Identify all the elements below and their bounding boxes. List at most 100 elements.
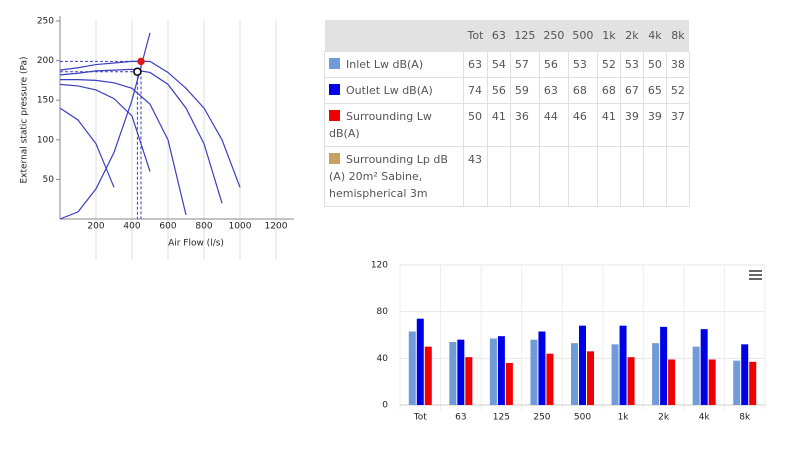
y-tick-label: 40 — [377, 354, 389, 364]
value-cell: 56 — [538, 51, 569, 78]
value-cell: 50 — [642, 51, 667, 78]
header-cell: 63 — [487, 20, 511, 52]
value-cell: 43 — [463, 146, 488, 207]
y-tick-label: 150 — [37, 96, 54, 106]
x-tick-label: 250 — [533, 413, 550, 423]
menu-icon-line — [749, 278, 762, 280]
bar — [627, 357, 635, 405]
operating-point — [133, 67, 142, 76]
header-cell: 4k — [643, 20, 667, 52]
x-tick-label: 4k — [699, 413, 711, 423]
row-label: Outlet Lw dB(A) — [346, 84, 433, 97]
bar — [571, 343, 578, 405]
value-cell: 53 — [619, 51, 644, 78]
value-cell: 63 — [463, 51, 488, 78]
table-row: Outlet Lw dB(A) 74 56 59 63 68 68 67 65 52 — [324, 77, 690, 104]
row-label: Surrounding Lp dB (A) 20m² Sabine, hemis… — [329, 153, 448, 200]
value-cell: 36 — [509, 103, 540, 147]
row-label-cell: Outlet Lw dB(A) — [324, 77, 464, 104]
color-swatch — [329, 110, 340, 121]
x-tick-label: 1000 — [229, 222, 252, 232]
x-tick-label: 500 — [574, 413, 591, 423]
header-cell: 500 — [568, 20, 598, 52]
value-cell: 50 — [463, 103, 488, 147]
value-cell: 46 — [567, 103, 598, 147]
value-cell: 44 — [538, 103, 569, 147]
y-tick-label: 100 — [37, 135, 54, 145]
row-label: Surrounding Lw dB(A) — [329, 110, 432, 140]
menu-icon-line — [749, 270, 762, 272]
empty-cell — [509, 146, 540, 207]
table-row: Surrounding Lw dB(A) 50 41 36 44 46 41 39 39 37 — [324, 103, 690, 147]
value-cell: 41 — [596, 103, 621, 147]
row-label-cell: Inlet Lw dB(A) — [324, 51, 464, 78]
x-tick-label: 600 — [159, 222, 176, 232]
value-cell: 59 — [509, 77, 540, 104]
empty-cell — [486, 146, 511, 207]
bar — [408, 331, 416, 405]
bar — [741, 344, 749, 405]
x-tick-label: 400 — [123, 222, 140, 232]
bar — [505, 363, 513, 405]
value-cell: 41 — [486, 103, 511, 147]
operating-point — [137, 57, 145, 66]
bar — [587, 351, 594, 405]
color-swatch — [329, 153, 340, 164]
bar — [619, 325, 627, 405]
menu-icon-line — [749, 274, 762, 276]
bar — [668, 359, 676, 405]
value-cell: 54 — [486, 51, 511, 78]
header-cell — [324, 20, 464, 52]
bar — [700, 329, 708, 405]
header-cell: 125 — [510, 20, 540, 52]
bar — [457, 339, 465, 405]
bar — [530, 339, 538, 405]
value-cell: 65 — [642, 77, 667, 104]
value-cell: 53 — [567, 51, 598, 78]
value-cell: 68 — [567, 77, 598, 104]
x-tick-label: 63 — [455, 413, 466, 423]
curve — [59, 83, 151, 172]
empty-cell — [538, 146, 569, 207]
value-cell: 74 — [463, 77, 488, 104]
bar — [692, 346, 700, 405]
menu-button[interactable] — [749, 270, 762, 280]
bar — [733, 360, 741, 405]
bar — [497, 336, 505, 405]
empty-cell — [642, 146, 667, 207]
value-cell: 39 — [642, 103, 667, 147]
curve — [59, 60, 241, 188]
value-cell: 56 — [486, 77, 511, 104]
value-cell: 63 — [538, 77, 569, 104]
bar — [416, 318, 424, 405]
curve — [59, 32, 151, 220]
header-cell: Tot — [463, 20, 488, 52]
value-cell: 67 — [619, 77, 644, 104]
empty-cell — [665, 146, 690, 207]
y-tick-label: 50 — [43, 175, 55, 185]
bar — [538, 331, 546, 405]
x-tick-label: 200 — [87, 222, 104, 232]
bar — [449, 342, 457, 405]
y-axis-label: External static pressure (Pa) — [20, 56, 30, 183]
value-cell: 68 — [596, 77, 621, 104]
curve — [59, 107, 115, 188]
row-label: Inlet Lw dB(A) — [346, 58, 424, 71]
header-cell: 8k — [666, 20, 690, 52]
empty-cell — [619, 146, 644, 207]
value-cell: 52 — [596, 51, 621, 78]
value-cell: 38 — [665, 51, 690, 78]
x-axis-label: Air Flow (l/s) — [168, 239, 224, 249]
table-row: Surrounding Lp dB (A) 20m² Sabine, hemis… — [324, 146, 690, 207]
empty-cell — [596, 146, 621, 207]
x-tick-label: 1200 — [265, 222, 288, 232]
y-tick-label: 80 — [377, 307, 389, 317]
bar — [579, 325, 586, 405]
x-tick-label: 2k — [658, 413, 670, 423]
header-row: Tot 63 125 250 500 1k 2k 4k 8k — [324, 20, 690, 52]
x-tick-label: Tot — [413, 413, 427, 423]
value-cell: 39 — [619, 103, 644, 147]
x-tick-label: 800 — [195, 222, 212, 232]
